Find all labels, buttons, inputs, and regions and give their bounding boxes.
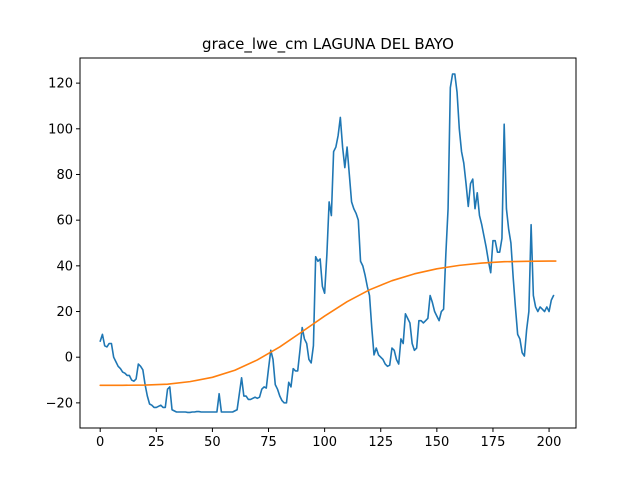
y-tick-label: −20 [46, 396, 73, 411]
x-tick-label: 50 [204, 435, 221, 450]
x-tick-label: 0 [96, 435, 104, 450]
chart-title: grace_lwe_cm LAGUNA DEL BAYO [202, 35, 454, 54]
axes: 0 25 50 75 100 125 150 175 200 −20 0 20 40 60 80 100 120 [46, 57, 577, 450]
series-line-1 [99, 73, 555, 414]
x-tick-label: 125 [368, 435, 393, 450]
x-tick-label: 175 [481, 435, 506, 450]
y-tick-label: 60 [56, 214, 73, 229]
y-tick-label: 40 [56, 259, 73, 274]
series-line-2 [99, 260, 557, 387]
x-tick-label: 150 [424, 435, 449, 450]
axes-frame [79, 57, 577, 429]
x-tick-label: 100 [312, 435, 337, 450]
y-tick-label: 0 [65, 351, 73, 366]
x-tick-label: 200 [537, 435, 562, 450]
x-tick-label: 25 [148, 435, 165, 450]
y-tick-label: 120 [48, 77, 73, 92]
y-tick-label: 20 [56, 305, 73, 320]
plot-area [99, 73, 557, 414]
y-tick-label: 100 [48, 122, 73, 137]
y-tick-label: 80 [56, 168, 73, 183]
x-tick-label: 75 [260, 435, 277, 450]
